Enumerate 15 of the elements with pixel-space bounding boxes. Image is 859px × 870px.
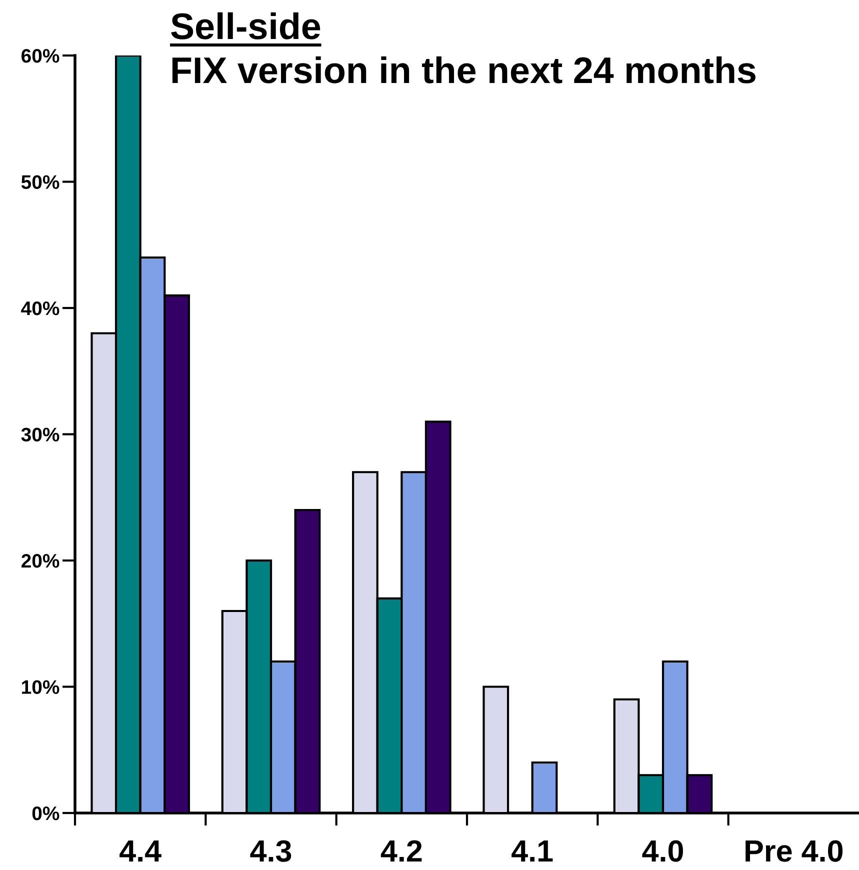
x-tick-label: 4.0 bbox=[642, 840, 683, 862]
x-tick-label: 4.2 bbox=[380, 840, 422, 862]
y-tick-label: 10% bbox=[22, 680, 60, 694]
y-tick-label: 30% bbox=[21, 428, 60, 442]
y-tick-label: 50% bbox=[21, 175, 60, 189]
y-tick-label: 0% bbox=[32, 806, 60, 820]
chart-title: Sell-side bbox=[171, 12, 320, 40]
x-tick-label: 4.3 bbox=[250, 840, 292, 862]
y-tick-label: 60% bbox=[22, 48, 60, 63]
x-tick-label: Pre 4.0 bbox=[746, 840, 843, 862]
y-tick-label: 40% bbox=[21, 301, 60, 316]
x-tick-label: 4.4 bbox=[120, 840, 162, 862]
x-tick-label: 4.1 bbox=[512, 840, 553, 862]
chart-subtitle: FIX version in the next 24 months bbox=[172, 56, 756, 84]
y-tick-label: 20% bbox=[21, 554, 60, 568]
